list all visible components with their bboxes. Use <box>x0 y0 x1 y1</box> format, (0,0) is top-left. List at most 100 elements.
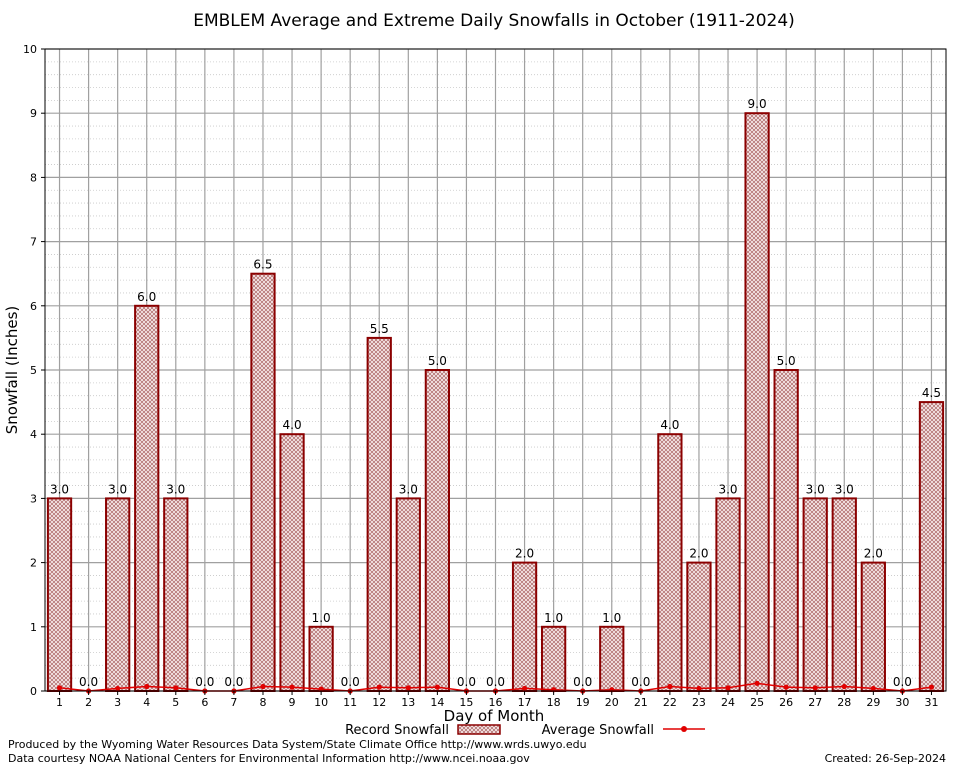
average-point-day-29 <box>870 685 876 692</box>
value-label-day-12: 5.5 <box>370 322 389 336</box>
legend: Record Snowfall Average Snowfall <box>345 723 705 738</box>
x-tick-label: 6 <box>201 696 208 709</box>
x-tick-label: 27 <box>808 696 822 709</box>
y-tick-label: 0 <box>30 685 37 698</box>
y-tick-label: 3 <box>30 492 37 505</box>
y-tick-label: 10 <box>23 43 37 56</box>
average-point-day-14 <box>434 684 440 690</box>
value-label-day-7: 0.0 <box>224 675 243 689</box>
bar-day-25 <box>744 112 770 692</box>
value-label-day-6: 0.0 <box>195 675 214 689</box>
y-tick-label: 6 <box>30 300 37 313</box>
value-label-day-1: 3.0 <box>50 482 69 496</box>
bar-day-20 <box>599 625 625 692</box>
x-tick-label: 5 <box>172 696 179 709</box>
value-label-day-22: 4.0 <box>660 418 679 432</box>
bar-day-1 <box>46 497 73 692</box>
x-axis-label: Day of Month <box>444 707 545 725</box>
average-point-day-12 <box>376 684 382 690</box>
y-tick-label: 2 <box>30 557 37 570</box>
chart-title: EMBLEM Average and Extreme Daily Snowfal… <box>193 11 795 31</box>
average-point-day-10 <box>318 686 324 692</box>
value-label-day-21: 0.0 <box>631 675 650 689</box>
y-tick-label: 9 <box>30 107 37 120</box>
x-tick-label: 11 <box>343 696 357 709</box>
average-point-day-26 <box>783 684 789 690</box>
y-tick-label: 4 <box>30 428 37 441</box>
value-label-day-31: 4.5 <box>922 386 941 400</box>
bar-day-12 <box>366 336 392 692</box>
bar-day-17 <box>511 561 538 692</box>
value-label-day-20: 1.0 <box>602 611 621 625</box>
legend-record-swatch <box>457 724 501 735</box>
bar-day-29 <box>860 561 886 692</box>
bar-day-14 <box>424 369 450 692</box>
average-point-day-22 <box>667 683 673 690</box>
x-tick-label: 22 <box>663 696 677 709</box>
plot-frame <box>44 48 947 692</box>
bar-day-13 <box>395 497 421 692</box>
bar-day-31 <box>918 401 945 692</box>
x-tick-label: 21 <box>634 696 648 709</box>
value-label-day-11: 0.0 <box>341 675 360 689</box>
bar-day-4 <box>134 304 160 692</box>
value-label-day-2: 0.0 <box>79 675 98 689</box>
value-label-day-28: 3.0 <box>835 482 854 496</box>
footer-produced-by: Produced by the Wyoming Water Resources … <box>8 738 587 751</box>
x-tick-label: 26 <box>779 696 793 709</box>
footer-created: Created: 26-Sep-2024 <box>825 752 946 765</box>
average-point-day-24 <box>725 685 731 691</box>
y-tick-label: 7 <box>30 236 37 249</box>
average-point-day-28 <box>841 683 847 690</box>
x-tick-label: 17 <box>518 696 532 709</box>
x-tick-label: 16 <box>489 696 503 709</box>
bar-day-23 <box>686 561 712 692</box>
x-tick-label: 8 <box>259 696 266 709</box>
x-tick-label: 1 <box>56 696 63 709</box>
value-label-day-14: 5.0 <box>428 354 447 368</box>
value-label-day-5: 3.0 <box>166 482 185 496</box>
x-tick-label: 20 <box>605 696 619 709</box>
x-tick-label: 24 <box>721 696 735 709</box>
x-tick-label: 31 <box>924 696 938 709</box>
value-label-day-25: 9.0 <box>748 97 767 111</box>
bar-day-22 <box>657 433 683 692</box>
average-point-day-9 <box>289 684 295 690</box>
value-label-day-13: 3.0 <box>399 482 418 496</box>
average-point-day-23 <box>696 685 702 692</box>
x-ticks: 1 2 3 4 5 6 7 8 9 10 11 12 13 14 15 16 17 18 19 20 21 22 23 24 2… <box>56 691 938 709</box>
value-label-day-30: 0.0 <box>893 675 912 689</box>
y-axis-label: Snowfall (Inches) <box>3 306 21 434</box>
y-tick-label: 5 <box>30 364 37 377</box>
x-tick-label: 25 <box>750 696 764 709</box>
value-label-day-3: 3.0 <box>108 482 127 496</box>
bar-day-27 <box>802 497 828 692</box>
bars <box>46 112 945 692</box>
average-point-day-8 <box>260 683 266 690</box>
value-labels: 3.0 0.0 3.0 6.0 3.0 0.0 0.0 6.5 4.0 1.0 0.0 5.5 3.0 5… <box>50 97 941 689</box>
average-point-day-17 <box>521 685 528 692</box>
value-label-day-17: 2.0 <box>515 547 534 561</box>
bar-day-18 <box>541 625 567 692</box>
x-tick-label: 14 <box>430 696 444 709</box>
x-tick-label: 3 <box>114 696 121 709</box>
average-point-day-25 <box>754 680 760 686</box>
legend-record-label: Record Snowfall <box>345 723 449 738</box>
average-point-day-27 <box>812 685 818 691</box>
value-label-day-23: 2.0 <box>689 547 708 561</box>
bar-day-28 <box>831 497 857 692</box>
x-tick-label: 10 <box>314 696 328 709</box>
footer-data-courtesy: Data courtesy NOAA National Centers for … <box>8 752 530 765</box>
x-tick-label: 2 <box>85 696 92 709</box>
x-tick-label: 15 <box>459 696 473 709</box>
x-tick-label: 7 <box>230 696 237 709</box>
bar-day-10 <box>308 625 334 692</box>
average-point-day-4 <box>144 683 150 690</box>
legend-average-label: Average Snowfall <box>542 723 654 738</box>
value-label-day-26: 5.0 <box>777 354 796 368</box>
average-point-day-13 <box>405 685 411 691</box>
value-label-day-9: 4.0 <box>283 418 302 432</box>
value-label-day-8: 6.5 <box>253 258 272 272</box>
x-tick-label: 19 <box>576 696 590 709</box>
bar-day-26 <box>773 369 799 692</box>
